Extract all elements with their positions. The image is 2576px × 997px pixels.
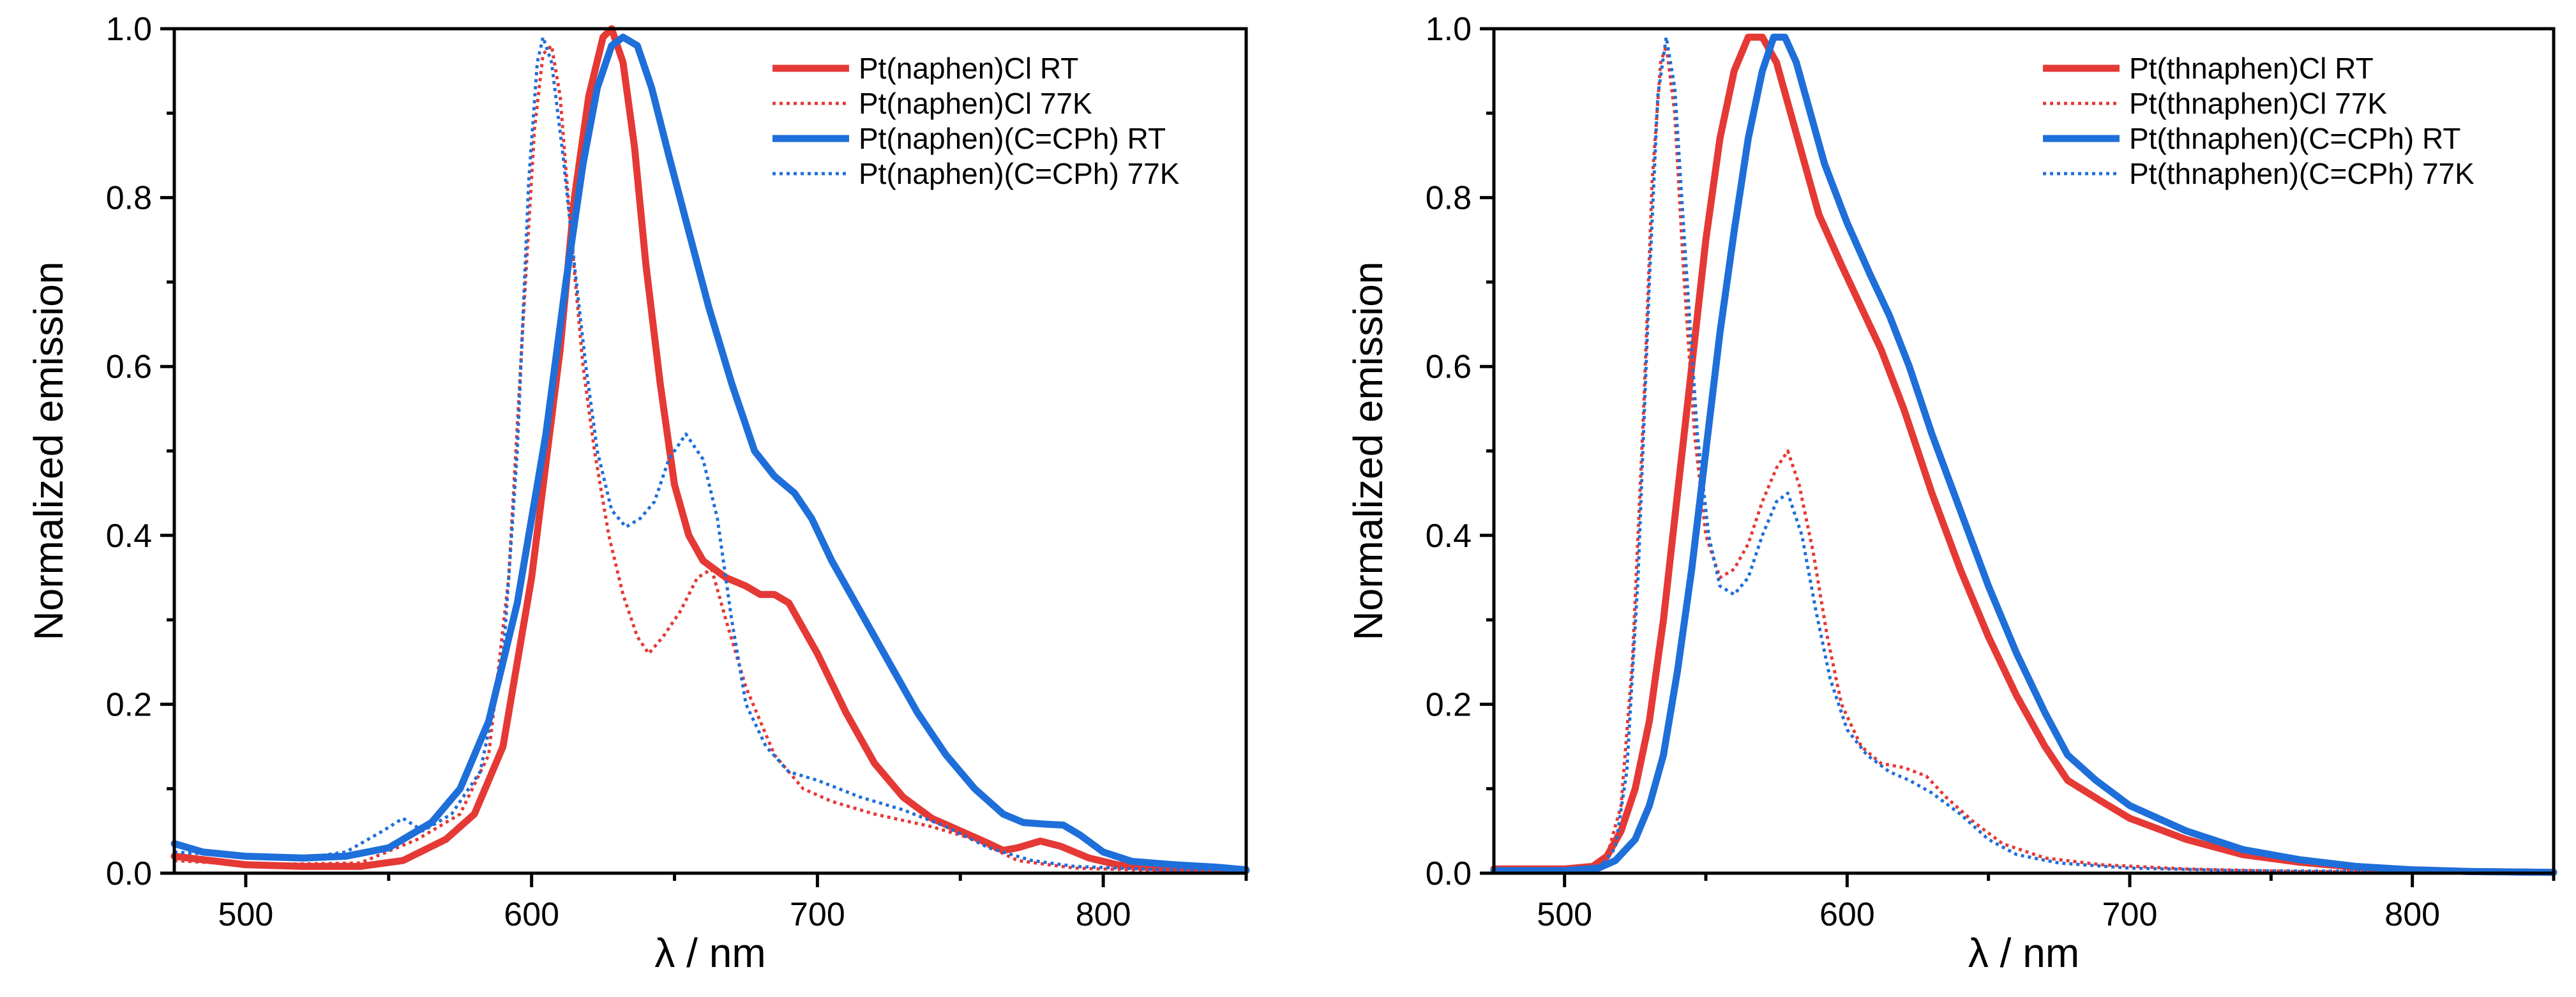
x-tick-label: 700	[790, 896, 845, 933]
y-tick-label: 0.2	[1426, 686, 1472, 723]
series-line-3	[170, 33, 1250, 874]
y-tick-label: 0.4	[106, 518, 152, 555]
x-tick-label: 800	[2384, 896, 2440, 933]
x-axis-title: λ / nm	[654, 930, 765, 976]
y-tick-label: 0.0	[106, 855, 152, 892]
x-tick-label: 600	[504, 896, 559, 933]
x-axis-title: λ / nm	[1968, 930, 2079, 976]
series-line-1	[170, 25, 1250, 874]
y-tick-label: 0.0	[1426, 855, 1472, 892]
x-tick-label: 800	[1076, 896, 1131, 933]
x-tick-label: 500	[218, 896, 274, 933]
legend-label: Pt(thnaphen)(C=CPh) 77K	[2129, 157, 2474, 190]
series-line-3	[1490, 33, 2557, 876]
legend-label: Pt(naphen)Cl RT	[859, 52, 1078, 85]
plot-frame	[1492, 27, 2556, 875]
series-line-4	[1494, 35, 2554, 874]
legend-label: Pt(naphen)(C=CPh) RT	[859, 122, 1166, 155]
series-line-2	[1494, 44, 2554, 874]
legend-label: Pt(thnaphen)Cl 77K	[2129, 87, 2387, 120]
y-tick-label: 1.0	[1426, 11, 1472, 48]
y-tick-label: 0.8	[1426, 180, 1472, 217]
series-line-1	[1490, 33, 2557, 876]
x-tick-label: 600	[1819, 896, 1875, 933]
legend-label: Pt(thnaphen)(C=CPh) RT	[2129, 122, 2460, 155]
legend-label: Pt(thnaphen)Cl RT	[2129, 52, 2374, 85]
plot-frame	[172, 27, 1248, 875]
legend-label: Pt(naphen)Cl 77K	[859, 87, 1092, 120]
chart-panel-left: 500 600 700 800 0.0 0.2 0.4 0.6 0.8 1.0 λ / nm Norm…	[26, 11, 1250, 976]
y-tick-label: 0.6	[106, 349, 152, 386]
y-tick-label: 0.4	[1426, 518, 1472, 555]
y-tick-label: 0.8	[106, 180, 152, 217]
y-tick-label: 0.2	[106, 686, 152, 723]
y-axis-title: Normalized emission	[26, 262, 72, 641]
x-tick-label: 700	[2102, 896, 2158, 933]
x-tick-label: 500	[1537, 896, 1592, 933]
y-tick-label: 1.0	[106, 11, 152, 48]
legend-label: Pt(naphen)(C=CPh) 77K	[859, 157, 1180, 190]
chart-panel-right: 500 600 700 800 0.0 0.2 0.4 0.6 0.8 1.0 λ / nm Norm…	[1345, 11, 2557, 976]
y-tick-label: 0.6	[1426, 349, 1472, 386]
series-line-4	[174, 35, 1247, 873]
y-axis-title: Normalized emission	[1345, 262, 1391, 641]
